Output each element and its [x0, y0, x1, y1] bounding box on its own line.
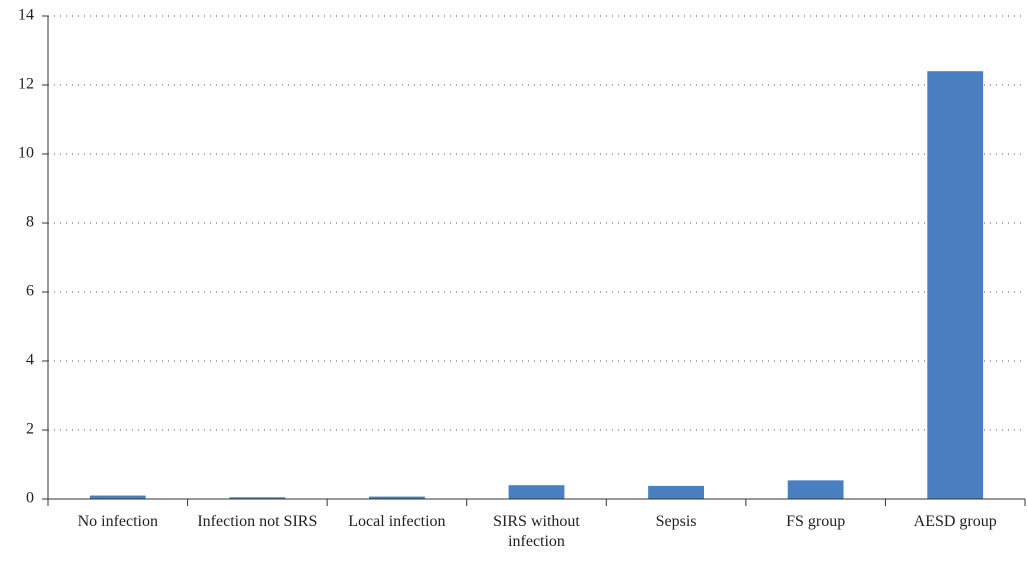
bar: [648, 485, 704, 499]
x-tick-label: AESD group: [913, 513, 997, 530]
x-tick-label: FS group: [786, 513, 846, 530]
x-tick-label: Sepsis: [655, 513, 697, 530]
y-tick-label: 6: [26, 283, 34, 300]
y-tick-label: 8: [26, 214, 34, 231]
x-tick-label: Local infection: [348, 513, 446, 530]
y-tick-label: 10: [18, 145, 34, 162]
y-tick-label: 4: [26, 352, 34, 369]
y-tick-label: 0: [26, 490, 34, 507]
bar: [369, 496, 425, 499]
bar: [89, 495, 146, 499]
bar: [787, 480, 844, 499]
y-tick-label: 14: [18, 7, 34, 24]
x-tick-label: No infection: [77, 513, 158, 530]
y-tick-label: 12: [18, 76, 34, 93]
bar: [927, 71, 984, 499]
x-tick-label: SIRS without infection: [493, 513, 580, 550]
bar: [508, 485, 565, 499]
bar: [229, 497, 286, 499]
y-tick-label: 2: [26, 421, 34, 438]
x-tick-label: Infection not SIRS: [197, 513, 318, 530]
